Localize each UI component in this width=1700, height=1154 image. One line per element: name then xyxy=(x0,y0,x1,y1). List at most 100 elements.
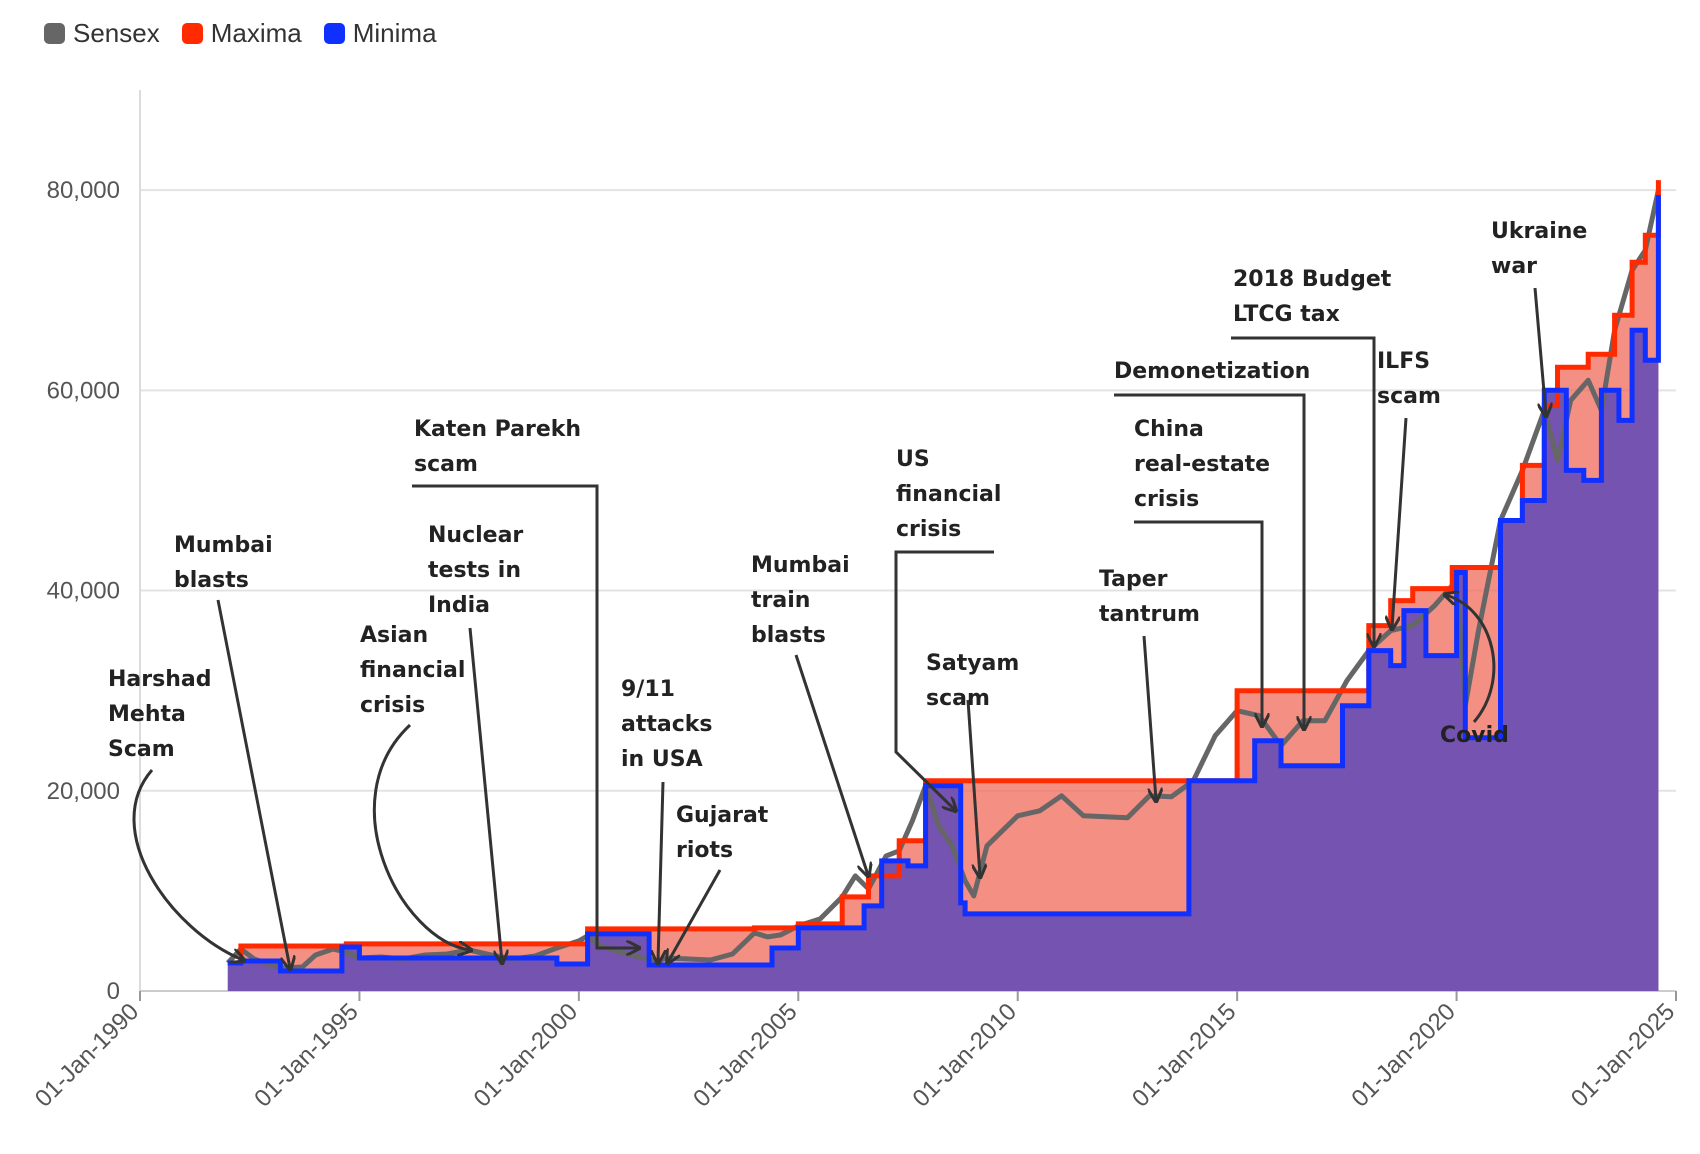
annotation-line: financial xyxy=(360,658,465,683)
annotations: Harshad Mehta Scam Mumbai blasts Asian financi… xyxy=(108,219,1587,968)
annotation-line: Mumbai xyxy=(751,553,850,578)
annotation-arrow xyxy=(468,627,502,962)
annotation-line: Covid xyxy=(1440,723,1509,748)
annotation-label: Satyam scam xyxy=(926,651,1019,711)
minima-line xyxy=(227,195,1661,974)
legend-label-minima: Minima xyxy=(352,18,437,48)
annotation-line: scam xyxy=(926,686,990,711)
annotation-line: crisis xyxy=(360,693,425,718)
legend-label-sensex: Sensex xyxy=(73,18,160,48)
annotation-line: Gujarat xyxy=(676,803,769,828)
annotation-label: Mumbai train blasts xyxy=(751,553,850,648)
annotation-arrow xyxy=(668,869,722,962)
annotation-arrow xyxy=(658,781,663,962)
annotation-line: scam xyxy=(414,452,478,477)
annotation-arrow xyxy=(894,550,994,810)
annotation-line: Scam xyxy=(108,737,175,762)
annotation-line: Mehta xyxy=(108,702,186,727)
annotation-arrow xyxy=(966,699,980,876)
annotation-line: crisis xyxy=(896,517,961,542)
x-tick-label: 01-Jan-1990 xyxy=(30,998,144,1112)
legend-label-maxima: Maxima xyxy=(210,18,302,48)
annotation-line: LTCG tax xyxy=(1233,302,1340,327)
annotation-label: 2018 Budget LTCG tax xyxy=(1233,267,1392,327)
annotation-label: Covid xyxy=(1440,723,1509,748)
annotation-label: Asian financial crisis xyxy=(360,623,465,718)
annotation-label: 9/11 attacks in USA xyxy=(621,677,713,772)
annotation-line: Katen Parekh xyxy=(414,417,581,442)
annotation-line: Harshad xyxy=(108,667,211,692)
legend: Sensex Maxima Minima xyxy=(44,18,437,49)
annotation-line: ILFS xyxy=(1377,349,1430,374)
annotation-label: US financial crisis xyxy=(896,447,1001,542)
y-tick-label: 80,000 xyxy=(47,177,120,204)
annotation-arrow xyxy=(372,723,470,950)
y-tick-label: 60,000 xyxy=(47,377,120,404)
annotation-line: tests in xyxy=(428,558,521,583)
annotation-arrow xyxy=(132,769,243,960)
annotation-label: Taper tantrum xyxy=(1099,567,1200,627)
x-tick-label: 01-Jan-2000 xyxy=(469,998,583,1112)
annotation-label: Gujarat riots xyxy=(676,803,769,863)
annotation-label: ILFS scam xyxy=(1377,349,1441,409)
annotation-arrow xyxy=(412,484,638,948)
annotation-line: crisis xyxy=(1134,487,1199,512)
legend-item-sensex[interactable]: Sensex xyxy=(44,18,160,49)
annotation-label: Ukraine war xyxy=(1491,219,1587,279)
x-tick-label: 01-Jan-2025 xyxy=(1566,998,1680,1112)
annotation-arrow xyxy=(1446,595,1496,723)
x-tick-label: 01-Jan-2020 xyxy=(1346,998,1460,1112)
y-tick-label: 40,000 xyxy=(47,578,120,605)
annotation-label: Katen Parekh scam xyxy=(414,417,581,477)
annotation-line: Ukraine xyxy=(1491,219,1587,244)
annotation-line: 9/11 xyxy=(621,677,675,702)
annotation-line: Taper xyxy=(1099,567,1168,592)
annotation-line: Satyam xyxy=(926,651,1019,676)
legend-swatch-sensex xyxy=(44,23,65,44)
annotation-line: attacks xyxy=(621,712,713,737)
annotation-line: Nuclear xyxy=(428,523,523,548)
area-layer xyxy=(227,180,1659,992)
annotation-arrow xyxy=(216,599,290,968)
annotation-line: India xyxy=(428,593,490,618)
annotation-line: 2018 Budget xyxy=(1233,267,1392,292)
annotation-line: Mumbai xyxy=(174,533,273,558)
annotation-line: financial xyxy=(896,482,1001,507)
annotation-label: Nuclear tests in India xyxy=(428,523,523,618)
annotation-arrow xyxy=(1533,287,1546,415)
annotation-line: Demonetization xyxy=(1114,359,1310,384)
legend-item-maxima[interactable]: Maxima xyxy=(181,18,302,49)
y-tick-label: 0 xyxy=(107,978,120,1005)
annotation-line: train xyxy=(751,588,810,613)
legend-item-minima[interactable]: Minima xyxy=(323,18,437,49)
annotation-line: scam xyxy=(1377,384,1441,409)
annotation-label: Harshad Mehta Scam xyxy=(108,667,211,762)
legend-swatch-minima xyxy=(323,23,345,44)
annotation-arrow xyxy=(1392,417,1408,628)
annotation-arrow xyxy=(1134,520,1262,725)
annotation-label: Mumbai blasts xyxy=(174,533,273,593)
annotation-arrow xyxy=(1231,336,1374,645)
annotation-line: war xyxy=(1491,254,1537,279)
annotation-label: China real-estate crisis xyxy=(1134,417,1270,512)
annotation-arrow xyxy=(794,654,868,875)
annotation-line: real-estate xyxy=(1134,452,1270,477)
legend-swatch-maxima xyxy=(181,23,203,44)
x-tick-label: 01-Jan-2010 xyxy=(908,998,1022,1112)
annotation-line: US xyxy=(896,447,930,472)
annotation-line: China xyxy=(1134,417,1204,442)
annotation-line: Asian xyxy=(360,623,428,648)
annotation-line: riots xyxy=(676,838,733,863)
x-tick-label: 01-Jan-2005 xyxy=(688,998,802,1112)
annotation-label: Demonetization xyxy=(1114,359,1310,384)
annotation-line: blasts xyxy=(751,623,826,648)
annotation-line: in USA xyxy=(621,747,703,772)
x-tick-label: 01-Jan-1995 xyxy=(249,998,363,1112)
x-tick-label: 01-Jan-2015 xyxy=(1127,998,1241,1112)
annotation-arrow xyxy=(1114,393,1304,728)
annotation-line: blasts xyxy=(174,568,249,593)
y-tick-label: 20,000 xyxy=(47,778,120,805)
minima-area xyxy=(227,195,1659,992)
annotation-arrow xyxy=(1142,635,1156,800)
